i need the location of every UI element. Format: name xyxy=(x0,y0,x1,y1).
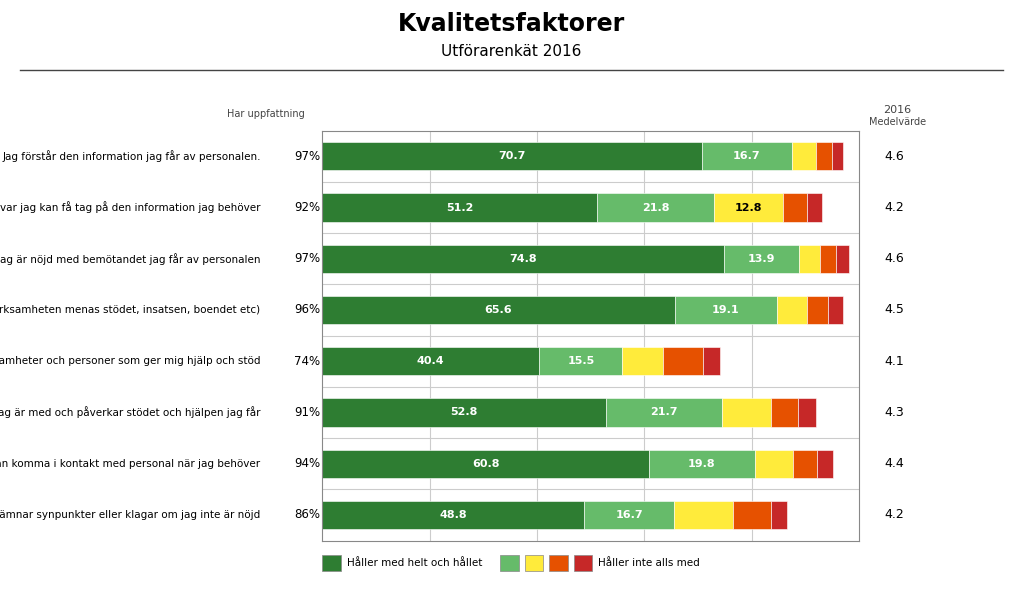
Bar xyxy=(322,399,606,426)
Text: 48.8: 48.8 xyxy=(440,510,468,520)
Text: Håller inte alls med: Håller inte alls med xyxy=(598,558,700,568)
Text: 97%: 97% xyxy=(294,150,320,163)
Bar xyxy=(622,347,663,375)
Bar xyxy=(815,142,832,170)
Text: 51.2: 51.2 xyxy=(446,203,474,213)
Bar xyxy=(539,347,622,375)
Text: 15.5: 15.5 xyxy=(567,356,594,366)
Text: 16.7: 16.7 xyxy=(733,151,761,162)
Text: Har uppfattning: Har uppfattning xyxy=(227,109,305,119)
Bar xyxy=(770,399,798,426)
Text: 65.6: 65.6 xyxy=(485,305,513,315)
Text: Jag kan komma i kontakt med personal när jag behöver: Jag kan komma i kontakt med personal när… xyxy=(0,459,261,469)
Text: 19.8: 19.8 xyxy=(688,459,716,469)
Bar xyxy=(722,399,770,426)
Text: 4.5: 4.5 xyxy=(885,304,904,317)
Bar xyxy=(322,501,584,529)
Bar xyxy=(770,501,787,529)
Text: Håller med helt och hållet: Håller med helt och hållet xyxy=(347,558,482,568)
Text: Jag förstår den information jag får av personalen.: Jag förstår den information jag får av p… xyxy=(2,150,261,162)
Bar xyxy=(322,450,649,478)
Text: 74.8: 74.8 xyxy=(509,254,537,264)
Bar xyxy=(724,245,799,273)
Text: 4.4: 4.4 xyxy=(885,457,904,470)
Bar xyxy=(807,194,821,222)
Text: 4.3: 4.3 xyxy=(885,406,904,419)
Text: 12.8: 12.8 xyxy=(735,203,762,213)
Bar xyxy=(322,296,674,324)
Bar xyxy=(584,501,674,529)
Bar xyxy=(792,142,815,170)
Bar xyxy=(606,399,722,426)
Bar xyxy=(836,245,849,273)
Text: 4.2: 4.2 xyxy=(885,508,904,522)
Text: Personalen har kontakt med andra verksamheter och personer som ger mig hjälp och: Personalen har kontakt med andra verksam… xyxy=(0,356,261,366)
Bar xyxy=(597,194,714,222)
Text: 91%: 91% xyxy=(294,406,320,419)
Bar xyxy=(820,245,836,273)
Bar xyxy=(714,194,783,222)
Text: Jag är trygg i verksamheten (med verksamheten menas stödet, insatsen, boendet et: Jag är trygg i verksamheten (med verksam… xyxy=(0,305,261,315)
Text: Medelvärde: Medelvärde xyxy=(869,116,926,127)
Bar xyxy=(829,296,843,324)
Text: 13.9: 13.9 xyxy=(748,254,775,264)
Text: Utförarenkät 2016: Utförarenkät 2016 xyxy=(441,44,582,59)
Text: 70.7: 70.7 xyxy=(498,151,526,162)
Bar xyxy=(322,194,597,222)
Bar xyxy=(649,450,755,478)
Text: 40.4: 40.4 xyxy=(417,356,445,366)
Bar xyxy=(703,347,720,375)
Text: Jag vet hur och var jag kan få tag på den information jag behöver: Jag vet hur och var jag kan få tag på de… xyxy=(0,201,261,213)
Text: 96%: 96% xyxy=(294,304,320,317)
Bar xyxy=(783,194,807,222)
Bar xyxy=(777,296,807,324)
Text: Jag är nöjd med bemötandet jag får av personalen: Jag är nöjd med bemötandet jag får av pe… xyxy=(0,253,261,265)
Bar xyxy=(799,245,820,273)
Text: Jag är med och påverkar stödet och hjälpen jag får: Jag är med och påverkar stödet och hjälp… xyxy=(0,406,261,418)
Bar xyxy=(733,501,770,529)
Text: 4.1: 4.1 xyxy=(885,355,904,368)
Bar xyxy=(817,450,833,478)
Text: 60.8: 60.8 xyxy=(472,459,499,469)
Bar xyxy=(702,142,792,170)
Text: 4.2: 4.2 xyxy=(885,201,904,214)
Text: 2016: 2016 xyxy=(883,105,911,115)
Bar xyxy=(322,142,702,170)
Bar xyxy=(674,501,733,529)
Bar xyxy=(793,450,817,478)
Text: 92%: 92% xyxy=(294,201,320,214)
Text: Jag vet hur jag lämnar synpunkter eller klagar om jag inte är nöjd: Jag vet hur jag lämnar synpunkter eller … xyxy=(0,510,261,520)
Bar xyxy=(807,296,829,324)
Bar xyxy=(798,399,816,426)
Text: 97%: 97% xyxy=(294,252,320,266)
Bar xyxy=(674,296,777,324)
Text: 86%: 86% xyxy=(295,508,320,522)
Text: 4.6: 4.6 xyxy=(885,252,904,266)
Text: 94%: 94% xyxy=(294,457,320,470)
Text: 74%: 74% xyxy=(294,355,320,368)
Bar xyxy=(322,347,539,375)
Bar xyxy=(322,245,724,273)
Text: 21.7: 21.7 xyxy=(651,407,678,418)
Text: 19.1: 19.1 xyxy=(712,305,740,315)
Bar xyxy=(663,347,703,375)
Bar xyxy=(832,142,843,170)
Text: 4.6: 4.6 xyxy=(885,150,904,163)
Text: 21.8: 21.8 xyxy=(642,203,669,213)
Text: Kvalitetsfaktorer: Kvalitetsfaktorer xyxy=(398,12,625,36)
Text: 52.8: 52.8 xyxy=(450,407,478,418)
Bar xyxy=(755,450,793,478)
Text: 16.7: 16.7 xyxy=(616,510,643,520)
